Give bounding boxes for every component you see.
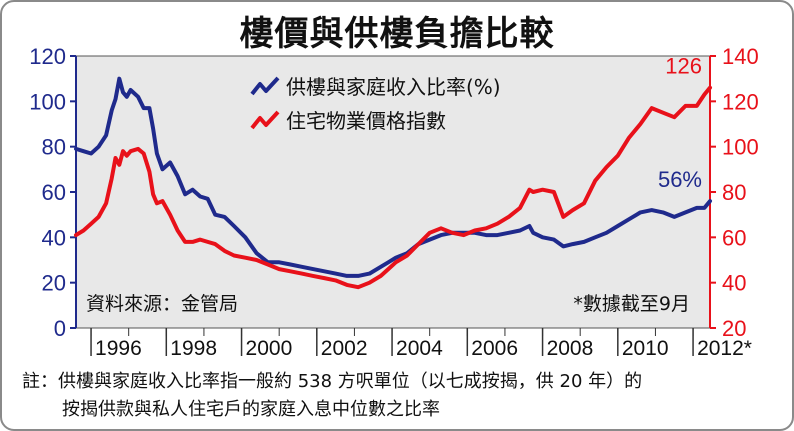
right-axis-tick-label: 60: [722, 225, 746, 250]
x-axis-tick-label: 2002: [321, 337, 368, 360]
left-axis-tick-label: 100: [29, 89, 66, 114]
x-axis-tick-label: 2000: [246, 337, 293, 360]
footnote-line-2: 按揭供款與私人住宅戶的家庭入息中位數之比率: [62, 399, 440, 420]
right-axis-tick-label: 140: [722, 44, 759, 69]
right-axis-tick-label: 100: [722, 135, 759, 160]
x-axis-tick-label: 1998: [170, 337, 217, 360]
x-axis-tick-label: 2008: [547, 337, 594, 360]
series-line-price-index: [74, 85, 712, 290]
plot-area: [75, 55, 711, 329]
legend-swatch: [250, 110, 280, 130]
x-axis-tick-label: 2006: [471, 337, 518, 360]
left-axis-tick-label: 40: [42, 225, 66, 250]
footnote-line-1: 註：供樓與家庭收入比率指一般約 538 方呎單位（以七成按揭，供 20 年）的: [22, 371, 643, 392]
x-axis-tick-label: 2012*: [697, 337, 752, 360]
x-axis-tick-label: 1996: [95, 337, 142, 360]
footnote: 註：供樓與家庭收入比率指一般約 538 方呎單位（以七成按揭，供 20 年）的 …: [22, 368, 792, 424]
left-axis-tick-label: 60: [42, 180, 66, 205]
series-line-ratio: [74, 76, 712, 278]
left-axis-tick-label: 120: [29, 44, 66, 69]
x-axis-tick-label: 2010: [622, 337, 669, 360]
legend-swatch: [250, 76, 280, 96]
source-label: 資料來源：金管局: [86, 293, 238, 315]
chart-title: 樓價與供樓負擔比較: [239, 14, 555, 54]
end-label-price-index: 126: [665, 54, 702, 79]
legend-label: 供樓與家庭收入比率(%): [286, 75, 501, 99]
right-axis-tick-label: 80: [722, 180, 746, 205]
left-axis-tick-label: 0: [54, 316, 66, 341]
data-as-of-label: *數據截至9月: [573, 293, 690, 315]
end-label-ratio: 56%: [658, 167, 702, 192]
right-axis-tick-label: 120: [722, 89, 759, 114]
left-axis-tick-label: 20: [42, 271, 66, 296]
right-axis-tick-label: 40: [722, 271, 746, 296]
x-axis-tick-label: 2004: [396, 337, 443, 360]
left-axis-tick-label: 80: [42, 135, 66, 160]
right-axis-tick-label: 20: [722, 316, 746, 341]
legend-label: 住宅物業價格指數: [286, 109, 446, 133]
